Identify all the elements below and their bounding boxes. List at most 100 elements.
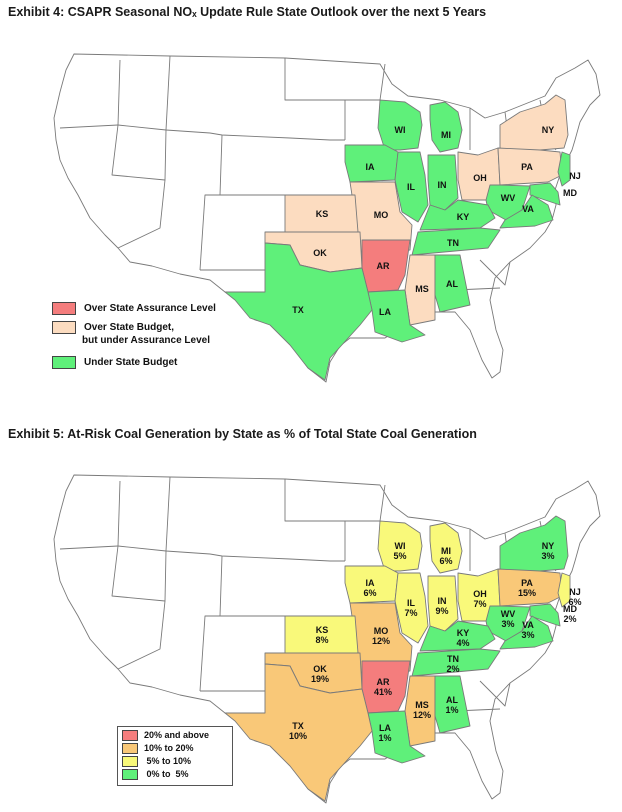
state-ky bbox=[419, 620, 496, 652]
state-label-ny: NY bbox=[542, 125, 555, 135]
exhibit5-title: Exhibit 5: At-Risk Coal Generation by St… bbox=[8, 427, 477, 441]
state-border-line bbox=[209, 553, 345, 562]
state-al bbox=[434, 254, 471, 313]
state-border-line bbox=[209, 132, 345, 141]
state-label-mo: MO bbox=[374, 626, 389, 636]
state-pct-oh: 7% bbox=[473, 599, 486, 609]
state-pct-tx: 10% bbox=[289, 731, 307, 741]
state-border-line bbox=[199, 555, 223, 692]
legend-swatch-green bbox=[122, 769, 138, 781]
state-border-line bbox=[284, 479, 346, 561]
legend-item-under-budget: Under State Budget bbox=[52, 356, 177, 369]
state-il bbox=[394, 572, 429, 644]
state-pct-mo: 12% bbox=[372, 636, 390, 646]
state-label-pa: PA bbox=[521, 162, 533, 172]
state-label-ny: NY bbox=[542, 541, 555, 551]
state-border-line bbox=[284, 58, 346, 140]
state-pct-ny: 3% bbox=[541, 551, 554, 561]
state-pct-al: 1% bbox=[445, 705, 458, 715]
state-label-md: MD bbox=[563, 604, 577, 614]
state-label-nj: NJ bbox=[569, 587, 581, 597]
state-label-al: AL bbox=[446, 695, 458, 705]
legend-swatch-red bbox=[52, 302, 76, 315]
legend-swatch-peach bbox=[52, 321, 76, 334]
state-label-ky: KY bbox=[457, 212, 470, 222]
state-label-ar: AR bbox=[377, 677, 390, 687]
state-pct-nj: 6% bbox=[568, 597, 581, 607]
state-tn bbox=[411, 648, 501, 677]
legend-swatch-orange bbox=[122, 743, 138, 755]
legend-label: 5% to 10% bbox=[144, 756, 192, 766]
state-label-ia: IA bbox=[366, 162, 376, 172]
state-border-line bbox=[479, 259, 511, 286]
state-label-va: VA bbox=[522, 620, 534, 630]
state-label-mi: MI bbox=[441, 546, 451, 556]
state-md bbox=[529, 182, 561, 206]
state-al bbox=[434, 675, 471, 734]
state-label-in: IN bbox=[438, 596, 447, 606]
state-pct-la: 1% bbox=[378, 733, 391, 743]
state-label-tx: TX bbox=[292, 305, 304, 315]
state-mi bbox=[429, 101, 463, 153]
state-pct-va: 3% bbox=[521, 630, 534, 640]
state-label-al: AL bbox=[446, 279, 458, 289]
legend-swatch-red bbox=[122, 730, 138, 742]
state-la bbox=[367, 289, 426, 343]
state-va bbox=[499, 615, 554, 650]
state-label-tx: TX bbox=[292, 721, 304, 731]
state-label-nj: NJ bbox=[569, 171, 581, 181]
state-wi bbox=[377, 99, 423, 151]
state-label-ky: KY bbox=[457, 628, 470, 638]
legend-label: Over State Assurance Level bbox=[84, 303, 216, 315]
state-label-tn: TN bbox=[447, 654, 459, 664]
state-pct-ia: 6% bbox=[363, 588, 376, 598]
state-label-ms: MS bbox=[415, 700, 429, 710]
legend-item-5-10: 5% to 10% bbox=[122, 756, 192, 768]
state-tn bbox=[411, 227, 501, 256]
state-pct-tn: 2% bbox=[446, 664, 459, 674]
state-pct-ms: 12% bbox=[413, 710, 431, 720]
state-label-tn: TN bbox=[447, 238, 459, 248]
state-pct-wi: 5% bbox=[393, 551, 406, 561]
state-label-ia: IA bbox=[366, 578, 376, 588]
legend-item-10-20: 10% to 20% bbox=[122, 743, 194, 755]
state-label-va: VA bbox=[522, 204, 534, 214]
state-label-wi: WI bbox=[395, 541, 406, 551]
state-nj bbox=[557, 572, 571, 608]
state-label-la: LA bbox=[379, 307, 391, 317]
state-pct-il: 7% bbox=[404, 608, 417, 618]
legend-label: but under Assurance Level bbox=[82, 335, 210, 346]
state-tx bbox=[224, 663, 373, 802]
exhibit4-map: WI MI IA IL IN OH NY PA NJ MD WV VA KY TN MO KS OK AR MS AL… bbox=[53, 53, 601, 383]
state-label-mi: MI bbox=[441, 130, 451, 140]
state-wi bbox=[377, 520, 423, 572]
state-label-ks: KS bbox=[316, 209, 329, 219]
legend-label: 0% to 5% bbox=[144, 769, 189, 779]
state-label-ks: KS bbox=[316, 625, 329, 635]
state-nj bbox=[557, 151, 571, 187]
state-pct-ks: 8% bbox=[315, 635, 328, 645]
state-label-wi: WI bbox=[395, 125, 406, 135]
state-border-line bbox=[59, 124, 119, 129]
legend-item-0-5: 0% to 5% bbox=[122, 769, 189, 781]
state-label-md: MD bbox=[563, 188, 577, 198]
state-md bbox=[529, 603, 561, 627]
legend-item-over-assurance: Over State Assurance Level bbox=[52, 302, 216, 315]
state-ms bbox=[404, 675, 436, 747]
state-ky bbox=[419, 199, 496, 231]
state-label-ar: AR bbox=[377, 261, 390, 271]
state-label-in: IN bbox=[438, 180, 447, 190]
state-border-line bbox=[111, 124, 167, 181]
state-label-oh: OH bbox=[473, 173, 487, 183]
legend-label: Under State Budget bbox=[84, 357, 178, 369]
state-ms bbox=[404, 254, 436, 326]
legend-label: 10% to 20% bbox=[144, 743, 194, 753]
state-mi bbox=[429, 522, 463, 574]
legend-item-over-budget: Over State Budget, bbox=[52, 321, 174, 334]
state-tx bbox=[224, 242, 373, 381]
state-border-line bbox=[479, 680, 511, 707]
state-pct-in: 9% bbox=[435, 606, 448, 616]
state-label-la: LA bbox=[379, 723, 391, 733]
